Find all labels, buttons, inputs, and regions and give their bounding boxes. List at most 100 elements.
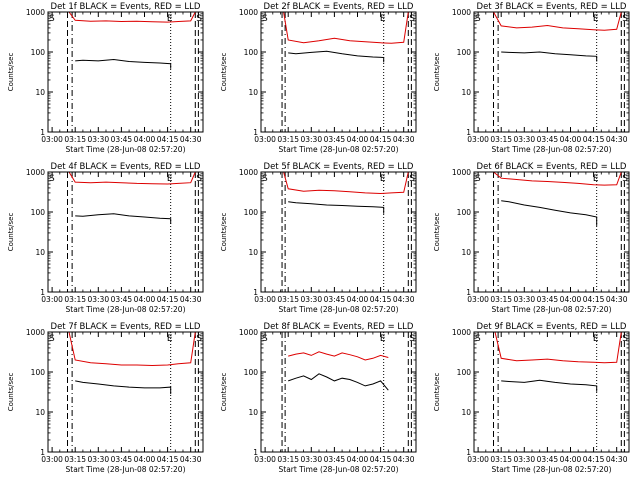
series-line-lld [494, 331, 622, 364]
x-tick-label: 04:00 [134, 135, 156, 144]
x-axis-label: Start Time (28-Jun-08 02:57:20) [492, 465, 612, 474]
x-tick-label: 04:30 [180, 135, 202, 144]
start-marker-label: S [409, 334, 415, 344]
y-tick-label: 100 [31, 208, 46, 217]
x-tick-label: 03:00 [41, 455, 63, 464]
series-line-events [501, 379, 598, 392]
x-tick-label: 03:15 [64, 455, 86, 464]
x-axis-label: Start Time (28-Jun-08 02:57:20) [279, 465, 399, 474]
panel-det-4: Det 4f BLACK = Events, RED = LLD Counts/s… [7, 162, 204, 314]
x-tick-label: 04:30 [393, 295, 415, 304]
y-tick-label: 100 [457, 208, 472, 217]
panel-det-5: Det 5f BLACK = Events, RED = LLD Counts/s… [220, 162, 417, 314]
end-marker-label: E [593, 334, 599, 344]
panel-title: Det 5f BLACK = Events, RED = LLD [264, 162, 414, 172]
x-axis-label: Start Time (28-Jun-08 02:57:20) [492, 305, 612, 314]
panel-title: Det 6f BLACK = Events, RED = LLD [477, 162, 627, 172]
x-tick-label: 03:30 [300, 455, 322, 464]
x-tick-label: 04:15 [157, 135, 179, 144]
y-tick-label: 1 [253, 448, 258, 457]
x-tick-label: 03:15 [277, 135, 299, 144]
panel-det-3: Det 3f BLACK = Events, RED = LLD Counts/s… [433, 2, 630, 154]
x-tick-label: 04:15 [583, 455, 605, 464]
x-tick-label: 04:30 [393, 135, 415, 144]
series-line-lld [283, 171, 409, 195]
x-tick-label: 03:45 [324, 295, 346, 304]
x-tick-label: 03:30 [300, 135, 322, 144]
x-tick-label: 04:15 [157, 455, 179, 464]
y-tick-label: 1 [40, 288, 45, 297]
panel-title: Det 1f BLACK = Events, RED = LLD [51, 2, 201, 12]
series-line-lld [68, 171, 196, 185]
panel-det-7: Det 7f BLACK = Events, RED = LLD Counts/s… [7, 322, 204, 474]
x-axis-label: Start Time (28-Jun-08 02:57:20) [66, 465, 186, 474]
plot-frame [260, 11, 417, 133]
plot-frame [260, 331, 417, 453]
y-tick-label: 100 [244, 208, 259, 217]
x-tick-label: 03:45 [537, 295, 559, 304]
y-tick-label: 1 [466, 448, 471, 457]
y-tick-label: 10 [461, 88, 471, 97]
x-tick-label: 03:00 [467, 135, 489, 144]
end-marker-label: E [593, 14, 599, 24]
x-tick-label: 04:15 [370, 135, 392, 144]
y-axis-label: Counts/sec [220, 213, 228, 252]
start-marker-label: S [196, 174, 202, 184]
start-marker-label: S [49, 334, 55, 344]
y-tick-label: 1 [466, 288, 471, 297]
series-line-lld [288, 351, 389, 361]
x-tick-label: 04:00 [560, 455, 582, 464]
x-tick-label: 03:15 [64, 135, 86, 144]
x-axis-label: Start Time (28-Jun-08 02:57:20) [66, 305, 186, 314]
series-line-events [501, 200, 598, 226]
y-tick-label: 1000 [26, 8, 45, 17]
x-tick-label: 03:30 [513, 295, 535, 304]
panel-title: Det 4f BLACK = Events, RED = LLD [51, 162, 201, 172]
panel-det-9: Det 9f BLACK = Events, RED = LLD Counts/s… [433, 322, 630, 474]
x-tick-label: 03:15 [490, 455, 512, 464]
x-tick-label: 03:00 [254, 295, 276, 304]
series-line-events [75, 213, 172, 224]
x-tick-label: 03:30 [513, 455, 535, 464]
x-tick-label: 04:00 [347, 135, 369, 144]
series-line-events [288, 50, 385, 63]
x-tick-label: 03:45 [537, 455, 559, 464]
y-tick-label: 10 [248, 248, 258, 257]
end-marker-label: E [380, 334, 386, 344]
x-tick-label: 03:45 [111, 455, 133, 464]
panel-title: Det 8f BLACK = Events, RED = LLD [264, 322, 414, 332]
end-marker-label: E [167, 14, 173, 24]
start-marker-label: S [409, 174, 415, 184]
start-marker-label: S [475, 334, 481, 344]
x-tick-label: 03:45 [324, 135, 346, 144]
panel-det-1: Det 1f BLACK = Events, RED = LLD Counts/s… [7, 2, 204, 154]
y-tick-label: 100 [244, 368, 259, 377]
start-marker-label: S [622, 334, 628, 344]
series-line-lld [283, 11, 409, 44]
x-tick-label: 03:45 [324, 455, 346, 464]
y-tick-label: 100 [31, 368, 46, 377]
x-axis-label: Start Time (28-Jun-08 02:57:20) [492, 145, 612, 154]
series-line-events [288, 373, 389, 391]
y-axis-label: Counts/sec [220, 53, 228, 92]
series-line-lld [493, 11, 622, 31]
y-tick-label: 1 [466, 128, 471, 137]
series-line-events [501, 51, 598, 62]
x-tick-label: 03:00 [254, 135, 276, 144]
x-axis-label: Start Time (28-Jun-08 02:57:20) [279, 145, 399, 154]
x-tick-label: 03:30 [87, 135, 109, 144]
panel-title: Det 3f BLACK = Events, RED = LLD [477, 2, 627, 12]
x-tick-label: 04:00 [347, 455, 369, 464]
x-tick-label: 04:30 [393, 455, 415, 464]
y-tick-label: 10 [461, 408, 471, 417]
end-marker-label: E [593, 174, 599, 184]
y-tick-label: 10 [248, 88, 258, 97]
x-tick-label: 03:15 [64, 295, 86, 304]
y-tick-label: 100 [457, 48, 472, 57]
series-line-lld [68, 11, 196, 23]
start-marker-label: S [622, 14, 628, 24]
y-tick-label: 1000 [452, 328, 471, 337]
panel-det-8: Det 8f BLACK = Events, RED = LLD Counts/s… [220, 322, 417, 474]
series-line-events [288, 201, 385, 214]
